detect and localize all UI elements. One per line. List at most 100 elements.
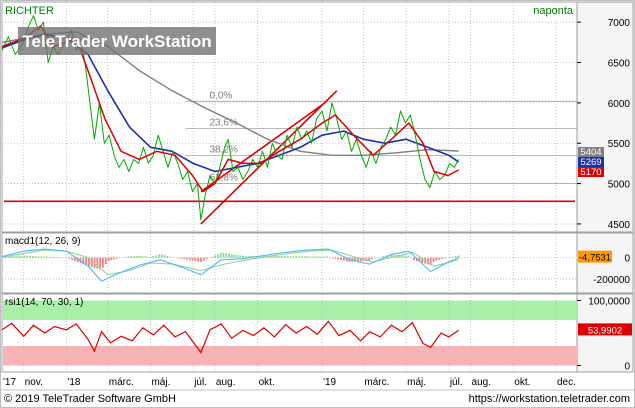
series-rsi [1, 320, 459, 354]
date-tick-label: máj. [407, 377, 426, 388]
macd-title: macd1(12, 26, 9) [5, 236, 81, 247]
rsi-tick-label: 100,0000 [588, 297, 630, 308]
macd-histogram-bar [197, 257, 200, 262]
macd-histogram-bar [337, 257, 340, 260]
macd-histogram-bar [43, 256, 46, 258]
date-tick-label: '17 [3, 377, 16, 388]
macd-histogram-bar [26, 255, 29, 258]
macd-histogram-bar [441, 257, 443, 260]
macd-histogram-bar [186, 257, 188, 260]
macd-histogram-bar [82, 257, 85, 265]
macd-histogram-bar [331, 257, 334, 259]
macd-histogram-bar [314, 256, 317, 258]
rsi-last-label: 53,9902 [588, 325, 622, 336]
macd-histogram-bar [320, 256, 323, 258]
macd-histogram-bar [76, 257, 79, 263]
macd-histogram-bar [250, 256, 253, 258]
macd-histogram-bar [205, 257, 208, 260]
price-panel[interactable]: 0,0%23,6%38,2%61,8% 45005000550060006500… [1, 1, 634, 233]
macd-histogram-bar [345, 257, 348, 262]
macd-histogram-bar [177, 257, 180, 259]
macd-histogram-bar [323, 256, 326, 258]
macd-histogram-bar [303, 256, 306, 258]
date-tick-label: márc. [364, 377, 389, 388]
macd-histogram-bar [272, 256, 275, 258]
macd-histogram-bar [284, 256, 286, 258]
macd-histogram-bar [404, 255, 407, 258]
fib-level-label: 0,0% [209, 90, 232, 101]
macd-histogram-bar [107, 257, 110, 261]
last-value-box [578, 147, 604, 157]
last-value-box [578, 157, 604, 167]
macd-histogram-bar [68, 257, 71, 259]
macd-histogram-bar [202, 257, 205, 261]
macd-histogram-bar [258, 256, 261, 258]
macd-histogram-bar [289, 256, 292, 258]
macd-histogram-bar [334, 257, 337, 259]
macd-histogram-bar [194, 257, 197, 261]
macd-histogram-bar [233, 254, 236, 258]
macd-histogram-bar [443, 257, 446, 259]
macd-histogram-bar [200, 257, 202, 262]
macd-panel[interactable]: 0 -200000 -4,7531 macd1(12, 26, 9) [1, 232, 634, 294]
rsi-title: rsi1(14, 70, 30, 1) [5, 297, 83, 308]
macd-histogram-bar [48, 256, 51, 258]
macd-histogram-bar [365, 257, 368, 261]
macd-histogram-bar [247, 256, 250, 258]
rsi-oversold-band [3, 346, 577, 366]
macd-histogram-bar [104, 257, 107, 264]
macd-histogram-bar [163, 255, 166, 258]
macd-histogram-bar [418, 257, 421, 262]
macd-histogram-bar [278, 256, 281, 258]
last-value-box [578, 167, 604, 177]
macd-histogram-bar [340, 257, 342, 261]
macd-histogram-bar [99, 257, 102, 270]
last-value-label: 5404 [580, 147, 601, 158]
macd-histogram-bar [295, 256, 298, 258]
macd-histogram-bar [71, 257, 74, 260]
price-tick-label: 6500 [608, 59, 631, 70]
date-tick-label: júl. [193, 377, 207, 388]
macd-histogram-bar [370, 257, 373, 260]
macd-histogram-bar [85, 257, 88, 266]
macd-tick-label: 0 [624, 254, 630, 265]
macd-histogram-bar [455, 255, 457, 258]
macd-histogram-bar [110, 257, 113, 261]
price-axis-area [576, 1, 634, 233]
macd-histogram-bar [46, 256, 48, 258]
macd-histogram-bar [368, 257, 370, 261]
macd-histogram-bar [222, 252, 225, 258]
price-tick-label: 6000 [608, 99, 631, 110]
macd-histogram-bar [9, 256, 12, 258]
series-macd [1, 248, 459, 282]
macd-histogram-bar [90, 257, 93, 268]
macd-histogram-bar [427, 257, 429, 265]
date-tick-label: dec. [557, 377, 576, 388]
rsi-panel[interactable]: 100,0000 0 53,9902 rsi1(14, 70, 30, 1) [1, 293, 634, 373]
macd-histogram-bar [435, 257, 438, 261]
macd-histogram-bar [37, 256, 40, 258]
macd-histogram-bar [146, 256, 149, 258]
macd-histogram-bar [449, 256, 452, 258]
fib-level-label: 61,8% [209, 173, 237, 184]
watermark: TeleTrader WorkStation [22, 32, 211, 51]
macd-histogram-bar [244, 256, 247, 258]
macd-histogram-bar [382, 256, 384, 258]
macd-histogram-bar [32, 255, 34, 258]
macd-histogram-bar [127, 256, 130, 258]
last-value-label: 5269 [580, 157, 601, 168]
macd-histogram-bar [415, 257, 418, 262]
macd-histogram-bar [286, 256, 289, 258]
macd-histogram-bar [225, 253, 228, 258]
macd-histogram-bar [18, 255, 20, 258]
macd-histogram-bar [155, 255, 158, 258]
macd-histogram-bar [124, 256, 127, 258]
macd-histogram-bar [298, 256, 300, 258]
symbol-label: RICHTER [5, 5, 54, 17]
macd-histogram-bar [407, 255, 410, 258]
date-axis: '17 nov. '18 márc. máj. júl. aug. okt. '19 márc. m… [3, 377, 576, 388]
macd-histogram-bar [40, 256, 43, 258]
series-price [1, 15, 460, 221]
macd-histogram-bar [452, 256, 455, 258]
macd-histogram-bar [158, 254, 160, 258]
